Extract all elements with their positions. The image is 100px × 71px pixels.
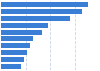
Bar: [1, 43, 30, 48]
Bar: [1, 36, 33, 41]
Bar: [1, 64, 21, 69]
Bar: [1, 57, 24, 62]
Bar: [1, 50, 27, 55]
Bar: [1, 23, 48, 28]
Bar: [1, 2, 88, 7]
Bar: [1, 9, 82, 14]
Bar: [1, 30, 42, 35]
Bar: [1, 16, 70, 21]
